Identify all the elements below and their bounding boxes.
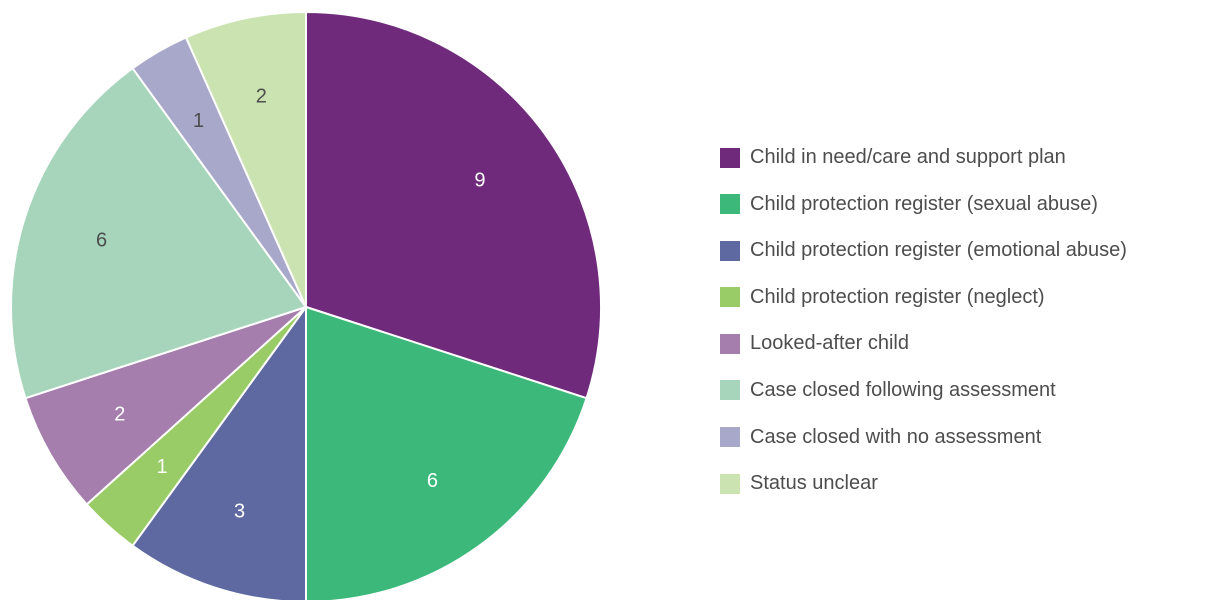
legend-label: Child protection register (neglect)	[750, 285, 1045, 308]
legend-item-child-in-need-care-and-support-plan: Child in need/care and support plan	[720, 146, 1127, 169]
legend-swatch	[720, 427, 740, 448]
data-label-looked-after-child: 2	[114, 404, 125, 426]
legend-item-child-protection-register-sexual-abuse: Child protection register (sexual abuse)	[720, 193, 1127, 216]
data-label-child-protection-register-neglect: 1	[157, 456, 168, 478]
chart-legend: Child in need/care and support plan Child…	[720, 146, 1127, 519]
legend-label: Case closed following assessment	[750, 378, 1056, 401]
pie-slice-case-closed-following-assessment	[10, 67, 307, 400]
legend-swatch	[720, 240, 740, 261]
legend-label: Status unclear	[750, 472, 878, 495]
pie-slice-child-protection-register-sexual-abuse	[305, 306, 588, 600]
data-label-child-protection-register-sexual-abuse: 6	[427, 470, 438, 492]
data-label-child-protection-register-emotional-abuse: 3	[234, 501, 245, 523]
data-label-case-closed-with-no-assessment: 1	[193, 110, 204, 132]
pie-slice-child-protection-register-emotional-abuse	[131, 306, 307, 600]
data-label-child-in-need-care-and-support-plan: 9	[474, 170, 485, 192]
legend-swatch	[720, 194, 740, 215]
legend-item-child-protection-register-emotional-abuse: Child protection register (emotional abu…	[720, 239, 1127, 262]
pie-slice-looked-after-child	[24, 306, 307, 506]
legend-label: Child in need/care and support plan	[750, 146, 1066, 168]
legend-swatch	[720, 380, 740, 401]
legend-label: Looked-after child	[750, 332, 909, 355]
legend-swatch	[720, 333, 740, 354]
data-label-status-unclear: 2	[256, 86, 267, 108]
pie-chart: 9 6 3 1 2 6 1 2	[10, 11, 602, 600]
pie-slice-child-in-need-care-and-support-plan	[305, 11, 602, 400]
legend-label: Child protection register (sexual abuse)	[750, 192, 1098, 215]
legend-item-child-protection-register-neglect: Child protection register (neglect)	[720, 286, 1127, 309]
legend-item-case-closed-with-no-assessment: Case closed with no assessment	[720, 426, 1127, 449]
legend-item-case-closed-following-assessment: Case closed following assessment	[720, 379, 1127, 402]
pie-slice-status-unclear	[185, 11, 307, 308]
legend-label: Case closed with no assessment	[750, 425, 1042, 448]
data-label-case-closed-following-assessment: 6	[96, 230, 107, 252]
legend-label: Child protection register (emotional abu…	[750, 239, 1127, 262]
legend-swatch	[720, 473, 740, 494]
legend-item-status-unclear: Status unclear	[720, 472, 1127, 495]
legend-swatch	[720, 287, 740, 308]
legend-item-looked-after-child: Looked-after child	[720, 332, 1127, 355]
legend-swatch	[720, 147, 740, 168]
